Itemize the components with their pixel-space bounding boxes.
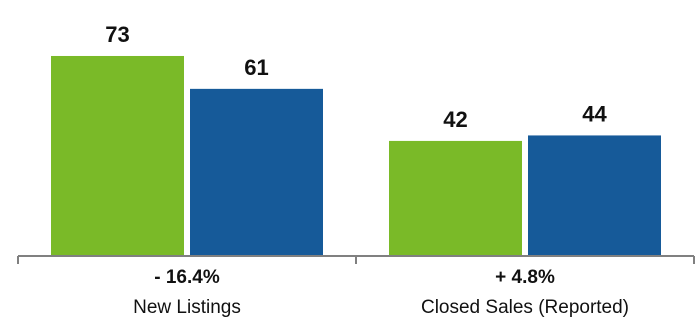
bar-2-series-2 — [528, 135, 661, 256]
bar-2-series-1 — [389, 140, 522, 256]
value-label-2-series-2: 44 — [582, 101, 607, 126]
value-labels-group: 73 61 42 44 — [105, 22, 607, 132]
change-label-1: - 16.4% — [154, 267, 220, 288]
x-axis — [17, 255, 695, 264]
bars-group — [51, 55, 661, 257]
value-label-1-series-2: 61 — [244, 55, 268, 80]
bar-1-series-2 — [190, 88, 323, 256]
value-label-1-series-1: 73 — [105, 22, 129, 47]
value-label-2-series-1: 42 — [443, 107, 467, 132]
category-label-2: Closed Sales (Reported) — [421, 297, 629, 318]
category-labels-group: - 16.4% New Listings + 4.8% Closed Sales (R… — [133, 267, 629, 318]
category-label-1: New Listings — [133, 297, 241, 318]
change-label-2: + 4.8% — [495, 267, 555, 288]
bar-1-series-1 — [51, 55, 184, 257]
